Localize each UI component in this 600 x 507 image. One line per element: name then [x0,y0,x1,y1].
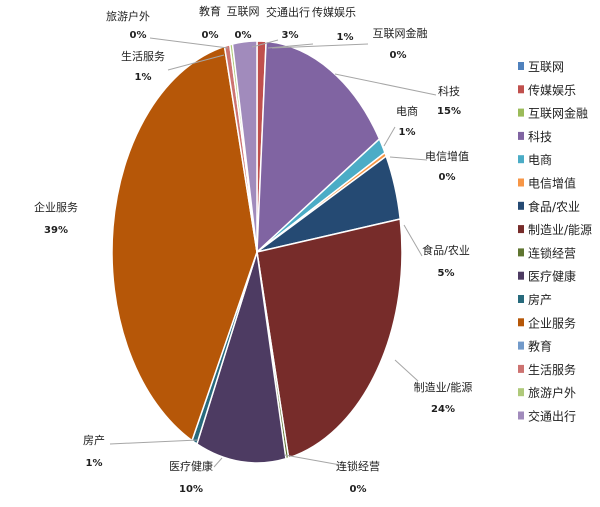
slice [256,218,403,459]
slice-name-label: 房产 [83,433,105,447]
slice-percent-label: 15% [437,106,461,117]
slice-name-label: 科技 [438,84,460,98]
legend-entry: 制造业/能源 [528,223,592,237]
slice-percent-label: 0% [130,30,147,41]
slice [231,40,258,253]
slice-percent-label: 1% [135,72,152,83]
legend-entry: 教育 [528,339,552,354]
slice-name-label: 制造业/能源 [414,380,473,394]
legend-entry: 医疗健康 [528,269,576,284]
legend-entry: 交通出行 [528,409,576,424]
legend-swatch [518,271,524,280]
leader-line [167,54,225,71]
leader-line [213,457,223,468]
legend-entry: 互联网金融 [528,106,588,121]
legend-swatch [518,295,524,303]
slice-percent-label: 0% [235,30,252,41]
leader-line [109,439,199,445]
legend-entry: 科技 [528,130,552,144]
slice-name-label: 旅游户外 [106,9,150,23]
leader-line [403,224,423,257]
legend-swatch [518,201,524,210]
slice-percent-label: 1% [337,32,354,43]
legend-swatch [518,108,524,117]
legend-entry: 食品/农业 [528,199,580,214]
legend-entry: 旅游户外 [528,385,576,400]
slice-percent-label: 1% [399,127,416,138]
legend-swatch [518,341,524,350]
legend-entry: 电信增值 [528,176,576,191]
leader-line [149,37,229,49]
legend-swatch [518,155,524,164]
slice-percent-label: 0% [350,484,367,495]
slice-percent-label: 24% [431,404,455,415]
legend-swatch [518,85,524,94]
legend-swatch [518,388,524,397]
slice-percent-label: 39% [44,225,68,236]
slice-name-label: 医疗健康 [169,459,213,473]
slice-name-label: 教育 [199,4,221,18]
legend-entry: 互联网 [528,60,564,74]
slice-percent-label: 1% [86,458,103,469]
slice-name-label: 电信增值 [425,149,469,163]
legend-swatch [518,318,524,327]
leader-line [383,126,396,147]
slice-percent-label: 0% [390,50,407,61]
legend-swatch [518,62,524,70]
slice [111,45,258,442]
slice-name-label: 连锁经营 [336,459,380,473]
legend-swatch [518,225,524,234]
leader-line [284,454,347,467]
slice-name-label: 企业服务 [34,200,78,214]
legend-entry: 连锁经营 [528,245,576,260]
slice-name-label: 生活服务 [121,49,165,63]
slice [256,40,381,254]
leader-line [251,39,279,48]
legend-entry: 生活服务 [528,362,576,377]
slice-name-label: 电商 [396,104,418,118]
slice-percent-label: 3% [282,30,299,41]
slice [196,251,287,464]
legend-entry: 企业服务 [528,315,576,330]
leader-line [389,156,428,161]
slice-name-label: 互联网金融 [373,26,428,40]
legend-entry: 传媒娱乐 [528,82,576,97]
legend-swatch [518,411,524,420]
leader-line [334,73,437,96]
slice-name-label: 传媒娱乐 [312,5,356,19]
slice-name-label: 交通出行 [266,5,310,19]
legend-entry: 房产 [528,292,552,307]
leader-line [267,43,314,49]
legend-swatch [518,131,524,140]
leader-line [271,43,369,49]
legend-entry: 电商 [528,152,552,167]
slice-percent-label: 5% [438,268,455,279]
legend-swatch [518,364,524,373]
slice-name-label: 食品/农业 [422,243,470,257]
slice-percent-label: 10% [179,484,203,495]
slice-percent-label: 0% [202,30,219,41]
legend-swatch [518,178,524,187]
leader-line [394,359,419,382]
slice-percent-label: 0% [439,172,456,183]
legend-swatch [518,248,524,257]
slice-name-label: 互联网 [227,5,260,18]
